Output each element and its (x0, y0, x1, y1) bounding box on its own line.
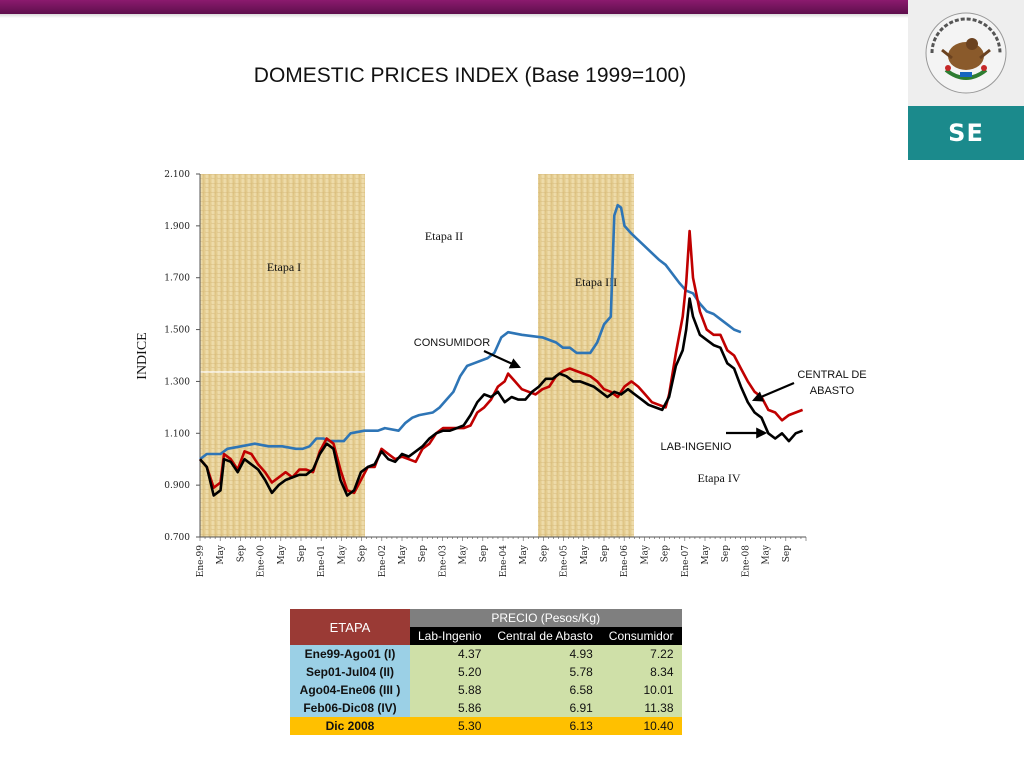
top-banner (0, 0, 908, 14)
annotation-label: LAB-INGENIO (661, 441, 732, 453)
table-subheader-row: Lab-Ingenio Central de Abasto Consumidor (290, 627, 682, 645)
top-banner-shadow (0, 14, 908, 18)
price-table: ETAPA PRECIO (Pesos/Kg) Lab-Ingenio Cent… (290, 609, 682, 735)
x-tick-label: Sep (721, 545, 731, 562)
value-cell: 6.58 (489, 681, 601, 699)
annotation-arrow (483, 349, 522, 369)
page-title: DOMESTIC PRICES INDEX (Base 1999=100) (253, 64, 687, 87)
x-tick-label: May (762, 544, 772, 565)
etapa-cell: Sep01-Jul04 (II) (290, 663, 410, 681)
x-tick-label: Sep (297, 545, 307, 562)
x-tick-label: May (337, 544, 347, 565)
table-header-row: ETAPA PRECIO (Pesos/Kg) (290, 609, 682, 645)
x-tick-label: May (277, 544, 287, 565)
etapa-cell: Ago04-Ene06 (III ) (290, 681, 410, 699)
x-tick-label: Ene-00 (257, 545, 267, 577)
value-cell: 6.91 (489, 699, 601, 717)
y-tick-label: 1.300 (164, 377, 190, 387)
value-cell: 7.22 (600, 645, 682, 663)
x-tick-label: Ene-99 (196, 545, 206, 577)
x-tick-label: May (580, 544, 590, 565)
stage-label: Etapa II (425, 229, 463, 243)
x-tick-label: Ene-03 (438, 545, 448, 577)
table-row: Dic 2008 5.30 6.13 10.40 (290, 717, 682, 735)
value-cell: 6.13 (489, 717, 601, 735)
etapa-header: ETAPA (290, 609, 410, 645)
stage-shade-iii (538, 174, 634, 537)
annotation-label: CONSUMIDOR (414, 337, 490, 349)
table-row: Ago04-Ene06 (III ) 5.88 6.58 10.01 (290, 681, 682, 699)
stage-label: Etapa IV (698, 471, 741, 485)
se-logo-text: SE (948, 119, 984, 147)
stage-label: Etapa III (575, 275, 617, 289)
table-row: Ene99-Ago01 (I) 4.37 4.93 7.22 (290, 645, 682, 663)
value-cell: 10.01 (600, 681, 682, 699)
se-logo: SE (908, 106, 1024, 160)
value-cell: 5.86 (410, 699, 490, 717)
precio-header: PRECIO (Pesos/Kg) (410, 609, 682, 627)
x-tick-label: Ene-06 (620, 545, 630, 577)
x-tick-label: Sep (418, 545, 428, 562)
x-tick-label: Sep (479, 545, 489, 562)
x-tick-label: May (398, 544, 408, 565)
column-header: Lab-Ingenio (410, 627, 490, 645)
y-tick-label: 1.500 (164, 326, 190, 336)
x-tick-label: Sep (539, 545, 549, 562)
x-tick-label: Ene-04 (499, 545, 509, 577)
price-index-chart: 0.700 0.900 1.100 1.300 1.500 1.700 1.900 2.100… (135, 170, 867, 577)
stage-shade-i (200, 174, 365, 537)
value-cell: 4.93 (489, 645, 601, 663)
column-header: Central de Abasto (489, 627, 601, 645)
y-tick-label: 0.700 (164, 533, 190, 543)
x-tick-label: May (519, 544, 529, 565)
value-cell: 5.30 (410, 717, 490, 735)
table-row: Feb06-Dic08 (IV) 5.86 6.91 11.38 (290, 699, 682, 717)
x-tick-label: May (640, 544, 650, 565)
x-tick-label: Ene-08 (741, 545, 751, 577)
y-tick-label: 1.900 (164, 222, 190, 232)
series-line-central-de-abasto (199, 229, 804, 495)
x-tick-label: Ene-05 (560, 545, 570, 577)
series-line-lab-ingenio (199, 297, 804, 497)
x-tick-label: Sep (600, 545, 610, 562)
stage-label: Etapa I (267, 260, 301, 274)
x-tick-label: Ene-07 (681, 545, 691, 577)
table-row: Sep01-Jul04 (II) 5.20 5.78 8.34 (290, 663, 682, 681)
x-tick-label: Sep (782, 545, 792, 562)
y-tick-label: 1.700 (164, 274, 190, 284)
y-tick-label: 0.900 (164, 481, 190, 491)
x-tick-label: May (216, 544, 226, 565)
y-tick-label: 2.100 (164, 170, 190, 180)
value-cell: 8.34 (600, 663, 682, 681)
column-header: Consumidor (600, 627, 682, 645)
x-tick-label: Ene-02 (378, 545, 388, 577)
x-tick-label: May (459, 544, 469, 565)
annotation-label: CENTRAL DE ABASTO (797, 369, 866, 397)
etapa-cell: Ene99-Ago01 (I) (290, 645, 410, 663)
etapa-cell: Dic 2008 (290, 717, 410, 735)
mexican-eagle-seal-icon (925, 12, 1007, 94)
series-line-consumidor (199, 203, 742, 461)
x-tick-label: Sep (358, 545, 368, 562)
x-tick-label: Sep (661, 545, 671, 562)
etapa-cell: Feb06-Dic08 (IV) (290, 699, 410, 717)
x-tick-label: Sep (236, 545, 246, 562)
y-axis-label: INDICE (135, 332, 150, 379)
y-tick-label: 1.100 (164, 429, 190, 439)
x-tick-label: May (701, 544, 711, 565)
value-cell: 5.88 (410, 681, 490, 699)
value-cell: 5.78 (489, 663, 601, 681)
value-cell: 4.37 (410, 645, 490, 663)
annotation-arrow (751, 381, 795, 402)
value-cell: 10.40 (600, 717, 682, 735)
value-cell: 5.20 (410, 663, 490, 681)
value-cell: 11.38 (600, 699, 682, 717)
x-tick-label: Ene-01 (317, 545, 327, 577)
